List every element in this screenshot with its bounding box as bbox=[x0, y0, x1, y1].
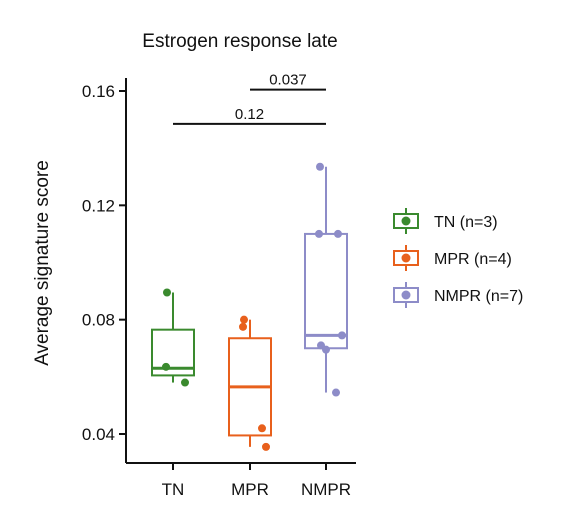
x-tick-label: MPR bbox=[231, 480, 269, 499]
legend-point bbox=[401, 216, 411, 226]
y-tick-label: 0.04 bbox=[82, 425, 115, 444]
data-point bbox=[240, 315, 248, 324]
data-point bbox=[258, 424, 266, 433]
data-point bbox=[239, 322, 247, 331]
y-tick-label: 0.08 bbox=[82, 311, 115, 330]
legend-point bbox=[401, 253, 411, 263]
plot-area bbox=[151, 162, 348, 451]
chart-title: Estrogen response late bbox=[142, 31, 337, 52]
data-point bbox=[262, 442, 270, 451]
data-point bbox=[181, 378, 189, 387]
box bbox=[304, 232, 348, 350]
x-tick-label: NMPR bbox=[301, 480, 351, 499]
data-point bbox=[162, 362, 170, 371]
legend-item-nmpr: NMPR (n=7) bbox=[393, 282, 523, 308]
data-point bbox=[316, 162, 324, 171]
box-group-mpr bbox=[228, 315, 272, 451]
data-point bbox=[332, 388, 340, 397]
significance-annotations: 0.12 0.037 bbox=[173, 72, 326, 125]
y-axis-label: Average signature score bbox=[32, 160, 53, 366]
box-group-tn bbox=[151, 288, 195, 387]
data-point bbox=[334, 229, 342, 238]
data-point bbox=[315, 229, 323, 238]
axes: 0.04 0.08 0.12 0.16 TN MPR NMPR bbox=[82, 78, 356, 499]
data-point bbox=[163, 288, 171, 297]
box-group-nmpr bbox=[304, 162, 348, 397]
p-value-label: 0.12 bbox=[235, 106, 264, 123]
box bbox=[151, 328, 195, 377]
legend-label: TN (n=3) bbox=[434, 214, 498, 231]
y-tick-label: 0.16 bbox=[82, 82, 115, 101]
legend-label: MPR (n=4) bbox=[434, 251, 512, 268]
legend: TN (n=3) MPR (n=4) NMPR (n=7) bbox=[393, 208, 523, 308]
p-value-label: 0.037 bbox=[269, 72, 307, 89]
legend-item-tn: TN (n=3) bbox=[393, 208, 498, 234]
legend-point bbox=[401, 290, 411, 300]
x-tick-label: TN bbox=[162, 480, 185, 499]
legend-item-mpr: MPR (n=4) bbox=[393, 245, 512, 271]
data-point bbox=[338, 331, 346, 340]
data-point bbox=[322, 345, 330, 354]
y-tick-label: 0.12 bbox=[82, 196, 115, 215]
legend-label: NMPR (n=7) bbox=[434, 288, 523, 305]
